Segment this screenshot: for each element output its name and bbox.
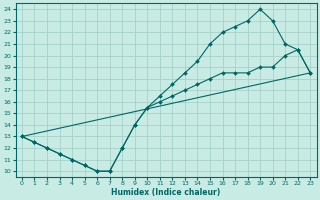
X-axis label: Humidex (Indice chaleur): Humidex (Indice chaleur): [111, 188, 221, 197]
